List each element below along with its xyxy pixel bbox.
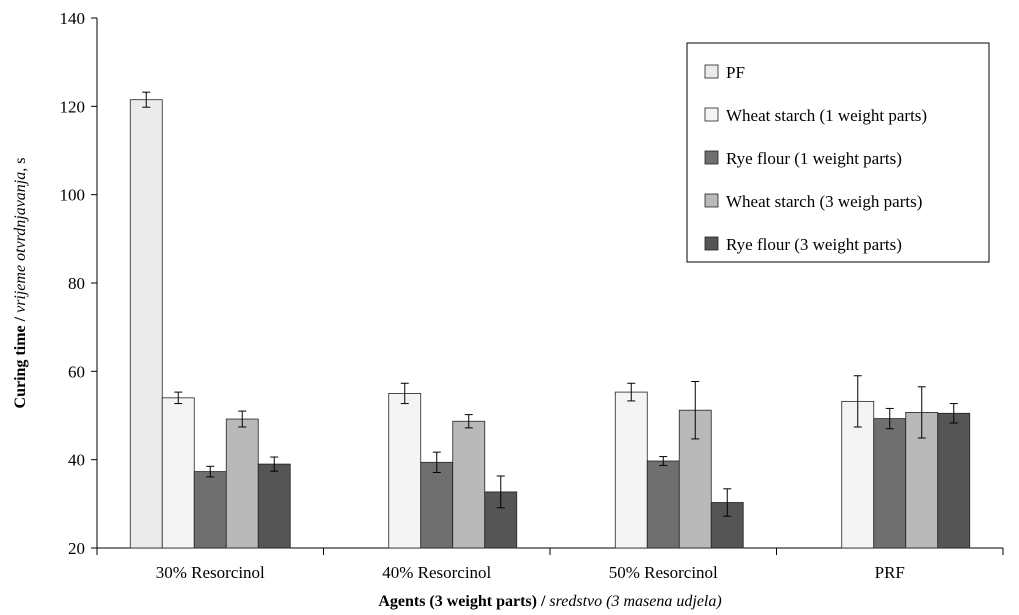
y-axis-title-separator: / xyxy=(12,313,29,325)
bars xyxy=(129,99,971,549)
bar xyxy=(193,471,227,549)
x-category-label: PRF xyxy=(875,563,905,582)
x-ticks: 30% Resorcinol 40% Resorcinol 50% Resorcin… xyxy=(96,548,1004,582)
y-tick-label: 120 xyxy=(60,97,86,116)
bar xyxy=(129,99,163,549)
error-bar xyxy=(174,391,183,405)
legend-label: PF xyxy=(726,63,745,82)
error-bar xyxy=(917,386,926,439)
bar xyxy=(257,463,291,549)
legend-label: Wheat starch (3 weigh parts) xyxy=(726,192,922,211)
y-tick-label: 80 xyxy=(68,274,85,293)
x-category-label: 30% Resorcinol xyxy=(156,563,265,582)
legend-label: Rye flour (3 weight parts) xyxy=(726,235,902,254)
legend-swatch xyxy=(704,193,719,208)
x-axis-title-main: Agents (3 weight parts) xyxy=(378,593,537,610)
y-axis-title: Curing time / vrijeme otvrdnjavanja, s xyxy=(12,158,29,409)
x-axis-title: Agents (3 weight parts) / sredstvo (3 ma… xyxy=(378,593,721,610)
y-tick-label: 60 xyxy=(68,362,85,381)
bar xyxy=(873,418,907,549)
bar xyxy=(614,391,648,549)
error-bar xyxy=(142,91,151,108)
y-tick-label: 20 xyxy=(68,539,85,558)
legend: PF Wheat starch (1 weight parts) Rye flour… xyxy=(686,42,990,263)
legend-swatch xyxy=(704,236,719,251)
legend-swatch xyxy=(704,150,719,165)
y-tick-label: 140 xyxy=(60,9,86,28)
x-axis-title-translation: sredstvo (3 masena udjela) xyxy=(549,593,721,610)
bar xyxy=(161,397,195,549)
error-bars xyxy=(142,91,958,517)
error-bar xyxy=(885,407,894,430)
error-bar xyxy=(464,414,473,429)
error-bar xyxy=(432,451,441,473)
error-bar xyxy=(723,488,732,517)
bar xyxy=(420,461,454,549)
bar xyxy=(646,460,680,549)
legend-item: PF xyxy=(704,63,745,82)
error-bar xyxy=(206,465,215,478)
error-bar xyxy=(691,380,700,440)
y-tick-label: 100 xyxy=(60,186,86,205)
error-bar xyxy=(238,410,247,428)
error-bar xyxy=(949,403,958,424)
legend-item: Wheat starch (1 weight parts) xyxy=(704,106,927,125)
y-tick-label: 40 xyxy=(68,451,85,470)
y-axis-title-main: Curing time xyxy=(12,325,29,408)
error-bar xyxy=(659,456,668,466)
x-axis-title-separator: / xyxy=(537,593,549,610)
legend-swatch xyxy=(704,107,719,122)
legend-swatch xyxy=(704,64,719,79)
bar xyxy=(452,420,486,549)
error-bar xyxy=(400,382,409,405)
error-bar xyxy=(853,375,862,428)
bar xyxy=(225,418,259,549)
bar xyxy=(937,412,971,549)
y-axis-title-translation: vrijeme otvrdnjavanja xyxy=(12,172,29,313)
legend-item: Rye flour (3 weight parts) xyxy=(704,235,902,254)
legend-item: Rye flour (1 weight parts) xyxy=(704,149,902,168)
error-bar xyxy=(627,382,636,402)
legend-items: PF Wheat starch (1 weight parts) Rye flour… xyxy=(704,63,927,254)
legend-frame xyxy=(686,42,990,263)
legend-item: Wheat starch (3 weigh parts) xyxy=(704,192,922,211)
legend-label: Rye flour (1 weight parts) xyxy=(726,149,902,168)
error-bar xyxy=(270,456,279,472)
x-category-label: 40% Resorcinol xyxy=(382,563,491,582)
error-bar xyxy=(496,475,505,509)
y-axis-title-unit: , s xyxy=(12,158,29,172)
y-ticks: 20 40 60 80 100 120 140 xyxy=(60,9,97,558)
bar xyxy=(388,393,422,549)
x-category-label: 50% Resorcinol xyxy=(609,563,718,582)
legend-label: Wheat starch (1 weight parts) xyxy=(726,106,927,125)
